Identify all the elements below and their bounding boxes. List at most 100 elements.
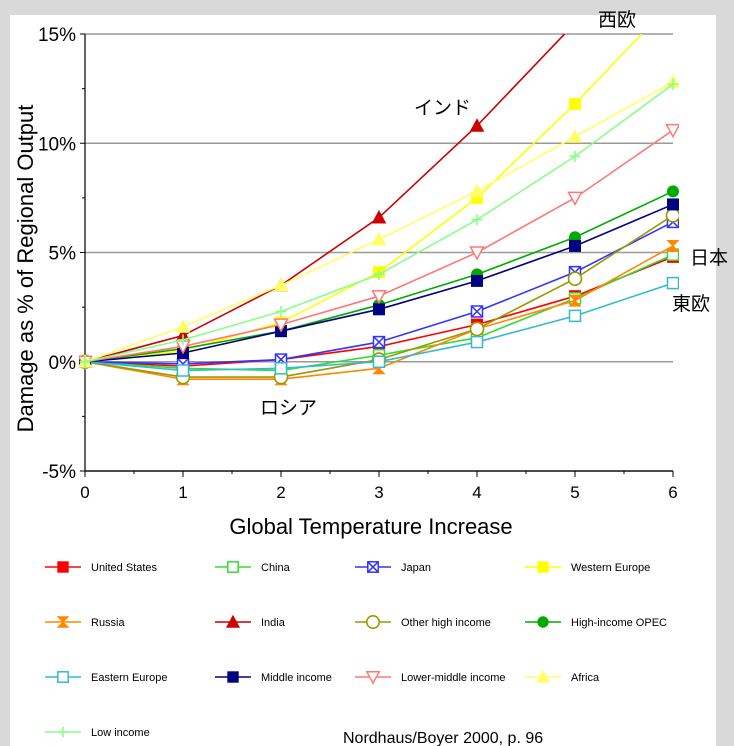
marker-cross bbox=[470, 305, 484, 318]
legend-item-united-states: United States bbox=[45, 561, 158, 574]
legend-item-lower-middle-income: Lower-middle income bbox=[355, 671, 506, 685]
annotation-eastern-europe: 東欧 bbox=[672, 293, 711, 315]
legend-item-western-europe: Western Europe bbox=[525, 561, 650, 574]
data-point-other-high-income bbox=[469, 321, 485, 337]
data-point-japan bbox=[470, 305, 484, 318]
y-tick-label: -5% bbox=[42, 462, 76, 483]
legend-label: Eastern Europe bbox=[91, 672, 167, 684]
legend-marker bbox=[365, 671, 381, 685]
legend-item-china: China bbox=[215, 561, 291, 574]
data-point-africa bbox=[273, 277, 289, 292]
legend-marker bbox=[365, 614, 380, 629]
x-tick-label: 5 bbox=[570, 483, 579, 502]
legend-item-india: India bbox=[215, 614, 286, 629]
legend-label: Low income bbox=[91, 727, 150, 739]
x-tick-label: 2 bbox=[276, 483, 285, 502]
legend-marker bbox=[227, 671, 239, 683]
legend-label: Middle income bbox=[261, 672, 332, 684]
legend-item-japan: Japan bbox=[355, 561, 431, 574]
legend-label: Lower-middle income bbox=[401, 672, 506, 684]
legend-label: Japan bbox=[401, 562, 431, 574]
annotation-western-europe: 西欧 bbox=[598, 9, 637, 31]
data-point-low-income bbox=[373, 268, 385, 280]
data-point-eastern-europe bbox=[176, 364, 190, 377]
data-point-middle-income bbox=[569, 239, 581, 252]
legend-label: High-income OPEC bbox=[571, 617, 667, 629]
data-point-middle-income bbox=[373, 303, 385, 316]
series-lower-middle-income bbox=[79, 123, 679, 370]
legend-label: Africa bbox=[571, 672, 600, 684]
data-point-other-high-income bbox=[665, 208, 679, 223]
data-point-low-income bbox=[177, 334, 189, 346]
data-point-low-income bbox=[79, 356, 91, 368]
data-point-russia bbox=[568, 294, 582, 307]
x-axis-title: Global Temperature Increase bbox=[229, 514, 512, 539]
legend-item-high-income-opec: High-income OPEC bbox=[525, 616, 667, 629]
series-eastern-europe bbox=[79, 276, 679, 377]
x-tick-label: 0 bbox=[80, 483, 89, 502]
data-point-africa bbox=[175, 319, 191, 333]
data-point-low-income bbox=[667, 78, 679, 90]
y-tick-label: 0% bbox=[49, 353, 77, 374]
legend-marker bbox=[57, 671, 69, 683]
marker-cross bbox=[367, 561, 379, 573]
legend-label: United States bbox=[91, 562, 158, 574]
data-point-lower-middle-income bbox=[567, 191, 583, 206]
source-note: Nordhaus/Boyer 2000, p. 96 bbox=[343, 730, 543, 746]
marker-cross bbox=[372, 336, 386, 349]
legend-label: Russia bbox=[91, 617, 126, 629]
annotation-japan: 日本 bbox=[690, 247, 729, 269]
annotation-russia: ロシア bbox=[260, 397, 318, 419]
data-point-africa bbox=[371, 231, 387, 246]
x-tick-label: 1 bbox=[178, 483, 187, 502]
data-point-eastern-europe bbox=[666, 276, 679, 290]
data-point-other-high-income bbox=[567, 271, 583, 287]
series-low-income bbox=[79, 78, 679, 368]
data-point-high-income-opec bbox=[667, 185, 679, 198]
legend-marker bbox=[535, 669, 551, 683]
legend-item-africa: Africa bbox=[525, 669, 600, 684]
legend-marker bbox=[56, 616, 70, 628]
legend-item-middle-income: Middle income bbox=[215, 671, 332, 684]
data-point-russia bbox=[666, 239, 679, 252]
data-point-india bbox=[371, 209, 387, 224]
data-point-lower-middle-income bbox=[665, 123, 679, 139]
x-tick-label: 6 bbox=[668, 483, 677, 502]
data-point-middle-income bbox=[667, 198, 679, 211]
legend-label: Other high income bbox=[401, 617, 491, 629]
legend-marker bbox=[57, 561, 69, 573]
data-point-lower-middle-income bbox=[273, 318, 289, 333]
legend-item-eastern-europe: Eastern Europe bbox=[45, 671, 167, 684]
legend-marker bbox=[227, 561, 239, 573]
data-point-eastern-europe bbox=[568, 309, 582, 323]
data-point-africa bbox=[567, 129, 583, 143]
data-point-india bbox=[469, 118, 485, 132]
data-point-africa bbox=[469, 183, 485, 198]
series-layer bbox=[79, 34, 679, 386]
legend-label: India bbox=[261, 617, 286, 629]
data-point-low-income bbox=[569, 150, 581, 162]
data-point-western-europe bbox=[569, 97, 581, 110]
legend-label: China bbox=[261, 562, 291, 574]
data-point-middle-income bbox=[471, 274, 483, 287]
legend-marker bbox=[537, 561, 549, 573]
legend: United States China Japan Western Europe Rus… bbox=[45, 561, 667, 739]
x-tick-label: 3 bbox=[374, 483, 383, 502]
data-point-low-income bbox=[471, 214, 483, 226]
y-tick-label: 15% bbox=[38, 25, 76, 46]
data-point-japan bbox=[372, 335, 386, 349]
legend-item-low-income: Low income bbox=[45, 726, 150, 739]
data-point-eastern-europe bbox=[274, 362, 288, 375]
legend-marker bbox=[367, 561, 379, 573]
data-point-eastern-europe bbox=[470, 335, 484, 349]
x-tick-label: 4 bbox=[472, 483, 481, 502]
legend-item-russia: Russia bbox=[45, 616, 126, 629]
y-tick-label: 10% bbox=[38, 134, 76, 155]
legend-marker bbox=[57, 726, 69, 738]
data-point-low-income bbox=[275, 305, 287, 317]
data-point-eastern-europe bbox=[372, 355, 386, 368]
y-tick-label: 5% bbox=[49, 244, 77, 265]
data-point-lower-middle-income bbox=[371, 289, 387, 305]
